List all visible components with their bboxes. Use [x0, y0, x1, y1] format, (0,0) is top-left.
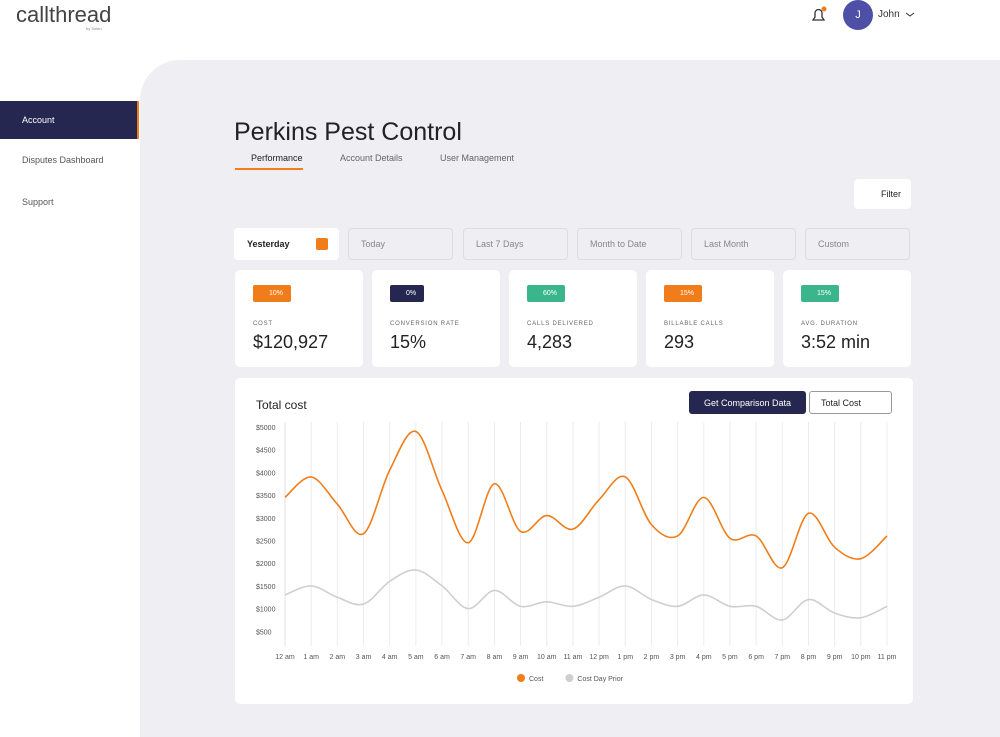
kpi-badge: 0%: [390, 285, 425, 302]
kpi-label: CALLS DELIVERED: [527, 321, 594, 327]
y-tick-label: $1500: [256, 584, 276, 591]
range-button[interactable]: Custom: [805, 228, 910, 260]
x-tick-label: 12 am: [275, 654, 295, 661]
kpi-label: BILLABLE CALLS: [664, 321, 724, 327]
y-tick-label: $3000: [256, 516, 276, 523]
kpi-card: 10% COST $120,927: [235, 270, 363, 367]
line-series: [284, 569, 888, 621]
legend-label: Cost Day Prior: [577, 676, 623, 683]
kpi-label: CONVERSION RATE: [390, 321, 460, 327]
kpi-label: COST: [253, 321, 273, 327]
kpi-badge: 15%: [664, 285, 703, 302]
logo-sub: by Sirlen: [86, 26, 102, 31]
page-title: Perkins Pest Control: [234, 118, 462, 146]
x-tick-label: 7 am: [460, 654, 476, 661]
kpi-badge: 15%: [801, 285, 840, 302]
x-tick-label: 5 pm: [722, 654, 738, 661]
x-tick-label: 8 pm: [801, 654, 817, 661]
y-tick-label: $2000: [256, 561, 276, 568]
kpi-value: 3:52 min: [801, 332, 871, 352]
y-tick-label: $3500: [256, 493, 276, 500]
x-tick-label: 11 am: [563, 654, 582, 661]
nav-disputes[interactable]: Disputes Dashboard: [22, 155, 104, 165]
chart-card: [235, 378, 913, 704]
x-tick-label: 5 am: [408, 654, 424, 661]
x-tick-label: 6 am: [434, 654, 450, 661]
x-tick-label: 2 pm: [644, 654, 660, 661]
chart: $500 $1000 $1500 $2000 $2500 $3000 $3500 $4000 $…: [256, 422, 897, 683]
kpi-badge: 10%: [253, 285, 292, 302]
chevron: [905, 12, 915, 17]
kpi-card: 60% CALLS DELIVERED 4,283: [509, 270, 637, 367]
x-tick-label: 10 pm: [851, 654, 871, 661]
x-tick-label: 3 am: [356, 654, 372, 661]
legend-swatch: [517, 674, 525, 682]
kpi-badge: 60%: [527, 285, 566, 302]
kpi-value: 293: [664, 332, 695, 352]
range-button[interactable]: Last 7 Days: [463, 228, 568, 260]
chart-title: Total cost: [256, 398, 307, 412]
kpi-label: AVG. DURATION: [801, 321, 858, 327]
comparison-button[interactable]: Get Comparison Data: [689, 391, 806, 414]
logo: callthread: [16, 2, 112, 27]
kpi-card: 15% BILLABLE CALLS 293: [646, 270, 774, 367]
nav-account[interactable]: Account: [0, 101, 139, 139]
x-tick-label: 10 am: [537, 654, 557, 661]
nav-support[interactable]: Support: [22, 197, 54, 207]
y-tick-label: $1000: [256, 607, 276, 614]
y-tick-label: $2500: [256, 539, 276, 546]
x-tick-label: 6 pm: [748, 654, 764, 661]
range-button[interactable]: Last Month: [691, 228, 796, 260]
y-tick-label: $500: [256, 629, 272, 636]
tab[interactable]: User Management: [440, 153, 515, 163]
legend-label: Cost: [529, 676, 543, 683]
tab[interactable]: Performance: [235, 153, 303, 170]
kpi-value: $120,927: [253, 332, 329, 352]
metric-dropdown[interactable]: Total Cost: [809, 391, 892, 414]
x-tick-label: 7 pm: [775, 654, 791, 661]
kpi-card: 0% CONVERSION RATE 15%: [372, 270, 500, 367]
x-tick-label: 1 pm: [617, 654, 633, 661]
line-series: [284, 430, 888, 569]
x-tick-label: 4 am: [382, 654, 398, 661]
tab[interactable]: Account Details: [340, 153, 403, 163]
avatar[interactable]: J: [843, 0, 873, 30]
y-tick-label: $4000: [256, 470, 276, 477]
check: [316, 238, 328, 250]
x-tick-label: 4 pm: [696, 654, 712, 661]
x-tick-label: 11 pm: [878, 654, 897, 661]
x-tick-label: 9 pm: [827, 654, 843, 661]
x-tick-label: 9 am: [513, 654, 529, 661]
user-name[interactable]: John: [878, 9, 900, 20]
x-tick-label: 1 am: [303, 654, 319, 661]
y-tick-label: $4500: [256, 448, 276, 455]
range-button[interactable]: Month to Date: [577, 228, 682, 260]
x-tick-label: 3 pm: [670, 654, 686, 661]
x-tick-label: 8 am: [487, 654, 503, 661]
legend-swatch: [565, 674, 574, 682]
kpi-value: 4,283: [527, 332, 573, 352]
x-tick-label: 12 pm: [589, 654, 609, 661]
kpi-card: 15% AVG. DURATION 3:52 min: [783, 270, 911, 367]
bell[interactable]: [809, 5, 829, 25]
x-tick-label: 2 am: [330, 654, 346, 661]
kpi-value: 15%: [390, 332, 427, 352]
filter-button[interactable]: Filter: [854, 179, 911, 209]
range-button[interactable]: Today: [348, 228, 453, 260]
y-tick-label: $5000: [256, 425, 276, 432]
